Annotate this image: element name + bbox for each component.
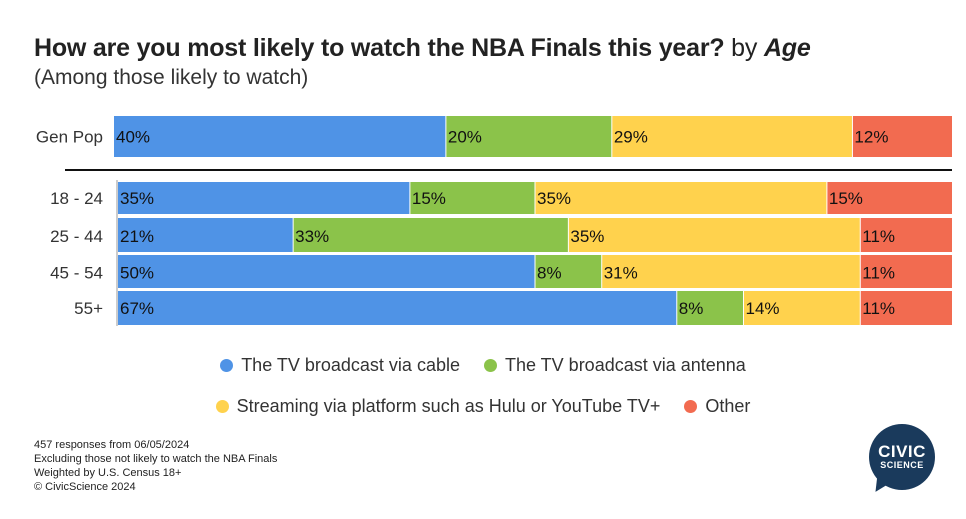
legend-item: Other <box>684 396 750 417</box>
category-label: 25 - 44 <box>50 227 103 246</box>
bar-segment <box>118 291 677 325</box>
category-label: 55+ <box>74 299 103 318</box>
logo-line-1: CIVIC <box>878 442 926 461</box>
legend-label: Other <box>705 396 751 416</box>
bar-segment <box>860 218 952 254</box>
legend-swatch <box>483 359 497 372</box>
category-label: Gen Pop <box>36 128 103 147</box>
bar-segment <box>114 116 446 157</box>
bar-segment <box>676 291 744 325</box>
legend-label: Streaming via platform such as Hulu or Y… <box>236 396 661 416</box>
data-label: 20% <box>448 128 482 147</box>
legend-swatch <box>220 359 234 372</box>
data-label: 11% <box>862 299 895 318</box>
chart-title: How are you most likely to watch the NBA… <box>34 34 811 63</box>
bar-segment <box>860 291 952 325</box>
row-gap <box>118 215 952 218</box>
data-label: 35% <box>570 227 604 246</box>
civicscience-logo: CIVIC SCIENCE <box>869 424 935 497</box>
data-label: 12% <box>854 128 888 147</box>
logo-line-2: SCIENCE <box>880 460 924 470</box>
bar-segment <box>535 182 827 214</box>
data-label: 31% <box>604 264 638 283</box>
data-label: 67% <box>120 299 154 318</box>
data-label: 35% <box>120 189 154 208</box>
bar-segment <box>409 182 535 214</box>
data-label: 40% <box>116 128 150 147</box>
data-label: 15% <box>829 189 863 208</box>
data-label: 11% <box>862 264 895 283</box>
bar-segment <box>118 255 535 290</box>
category-label: 18 - 24 <box>50 189 103 208</box>
data-label: 21% <box>120 227 154 246</box>
bar-segment <box>826 182 952 214</box>
bar-segment <box>568 218 861 254</box>
footnote-weighting: Weighted by U.S. Census 18+ <box>34 467 182 479</box>
legend-item: The TV broadcast via cable <box>220 355 460 376</box>
footnote-exclusion: Excluding those not likely to watch the … <box>34 453 278 465</box>
bar-segment <box>293 218 569 254</box>
bar-segment <box>601 255 861 290</box>
footnote-copyright: © CivicScience 2024 <box>34 481 136 493</box>
legend-row-2: Streaming via platform such as Hulu or Y… <box>0 396 966 417</box>
title-dimension: Age <box>763 34 811 62</box>
legend-label: The TV broadcast via cable <box>241 355 460 375</box>
bar-segment <box>445 116 612 157</box>
data-label: 33% <box>295 227 329 246</box>
bar-segment <box>860 255 952 290</box>
data-label: 35% <box>537 189 571 208</box>
legend-row-1: The TV broadcast via cable The TV broadca… <box>0 355 966 376</box>
category-label: 45 - 54 <box>50 264 103 283</box>
data-label: 50% <box>120 264 154 283</box>
legend-item: The TV broadcast via antenna <box>483 355 746 376</box>
bar-segment <box>743 291 861 325</box>
legend-swatch <box>684 400 698 413</box>
data-label: 15% <box>412 189 446 208</box>
legend-item: Streaming via platform such as Hulu or Y… <box>215 396 661 417</box>
row-gap <box>118 252 952 255</box>
footnote-responses: 457 responses from 06/05/2024 <box>34 439 190 451</box>
data-label: 11% <box>862 227 895 246</box>
data-label: 8% <box>537 264 562 283</box>
legend-swatch <box>215 400 229 413</box>
bar-segment <box>611 116 853 157</box>
title-main: How are you most likely to watch the NBA… <box>34 34 725 62</box>
bar-segment <box>118 182 410 214</box>
chart-subtitle: (Among those likely to watch) <box>34 66 309 89</box>
bar-segment <box>852 116 952 157</box>
data-label: 14% <box>746 299 780 318</box>
row-gap <box>118 288 952 291</box>
data-label: 29% <box>614 128 648 147</box>
title-by: by <box>731 34 758 62</box>
legend-label: The TV broadcast via antenna <box>504 355 746 375</box>
logo-bubble: CIVIC SCIENCE <box>869 424 935 490</box>
data-label: 8% <box>679 299 704 318</box>
bar-segment <box>118 218 294 254</box>
bar-segment <box>535 255 602 290</box>
footnotes: 457 responses from 06/05/2024 Excluding … <box>34 438 277 494</box>
